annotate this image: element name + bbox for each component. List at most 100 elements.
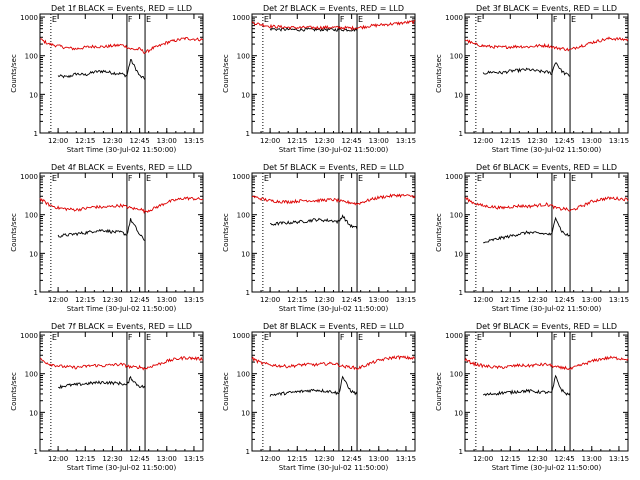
x-tick-label: 12:00 xyxy=(48,296,68,304)
plot-frame xyxy=(464,13,629,134)
panel-det-3: Det 3f BLACK = Events, RED = LLD 1 10 100 10… xyxy=(435,4,629,154)
x-tick-label: 13:00 xyxy=(582,137,602,145)
x-axis-title: Start Time (30-Jul-02 11:50:00) xyxy=(492,305,602,313)
x-tick-label: 12:45 xyxy=(342,137,362,145)
x-tick-label: 12:00 xyxy=(48,455,68,463)
x-tick-label: 13:15 xyxy=(609,296,629,304)
x-tick-label: 12:45 xyxy=(342,455,362,463)
series-line-events xyxy=(57,218,146,241)
y-tick-label: 1000 xyxy=(232,14,250,22)
x-axis-title: Start Time (30-Jul-02 11:50:00) xyxy=(492,464,602,472)
interval-marker-label: F xyxy=(553,333,558,342)
x-tick-label: 12:15 xyxy=(500,137,520,145)
series-line-lld xyxy=(464,36,629,52)
interval-marker-label: F xyxy=(553,15,558,24)
y-tick-label: 1 xyxy=(459,130,463,138)
y-tick-label: 100 xyxy=(450,371,463,379)
x-tick-label: 12:30 xyxy=(102,296,122,304)
x-tick-label: 12:45 xyxy=(342,296,362,304)
x-tick-label: 12:30 xyxy=(314,137,334,145)
x-tick-label: 13:15 xyxy=(609,137,629,145)
interval-marker-label: E xyxy=(571,15,576,24)
panel-title: Det 6f BLACK = Events, RED = LLD xyxy=(476,163,617,172)
y-tick-label: 1000 xyxy=(445,14,463,22)
series-line-events xyxy=(482,374,571,397)
panel-det-7: Det 7f BLACK = Events, RED = LLD 1 10 100 10… xyxy=(10,322,204,472)
x-tick-label: 13:00 xyxy=(369,137,389,145)
x-tick-label: 12:15 xyxy=(75,455,95,463)
y-tick-label: 1 xyxy=(34,448,38,456)
x-tick-label: 13:00 xyxy=(157,296,177,304)
x-tick-label: 12:00 xyxy=(260,455,280,463)
x-tick-label: 12:30 xyxy=(314,455,334,463)
y-tick-label: 100 xyxy=(25,53,38,61)
x-tick-label: 13:00 xyxy=(582,296,602,304)
x-tick-label: 12:15 xyxy=(500,296,520,304)
x-tick-label: 13:00 xyxy=(157,137,177,145)
x-tick-label: 13:15 xyxy=(184,296,204,304)
x-axis-title: Start Time (30-Jul-02 11:50:00) xyxy=(67,305,177,313)
y-tick-label: 1 xyxy=(459,448,463,456)
x-tick-label: 12:30 xyxy=(527,296,547,304)
x-tick-label: 12:15 xyxy=(500,455,520,463)
y-tick-label: 100 xyxy=(450,212,463,220)
y-tick-label: 1000 xyxy=(20,14,38,22)
y-tick-label: 10 xyxy=(241,250,250,258)
interval-marker-label: F xyxy=(128,333,133,342)
y-axis-title: Counts/sec xyxy=(435,372,443,411)
y-tick-label: 1 xyxy=(246,448,250,456)
y-tick-label: 100 xyxy=(237,371,250,379)
x-axis-title: Start Time (30-Jul-02 11:50:00) xyxy=(279,146,389,154)
plot-frame xyxy=(464,172,629,293)
panel-det-6: Det 6f BLACK = Events, RED = LLD 1 10 100 10… xyxy=(435,163,629,313)
y-tick-label: 100 xyxy=(237,212,250,220)
panel-title: Det 3f BLACK = Events, RED = LLD xyxy=(476,4,617,13)
series-line-events xyxy=(269,375,358,397)
interval-marker-label: F xyxy=(340,333,345,342)
x-tick-label: 13:15 xyxy=(396,296,416,304)
interval-marker-label: E xyxy=(358,15,363,24)
series-line-events xyxy=(483,216,571,244)
panel-title: Det 1f BLACK = Events, RED = LLD xyxy=(51,4,192,13)
y-tick-label: 10 xyxy=(29,250,38,258)
y-tick-label: 1000 xyxy=(232,332,250,340)
x-tick-label: 12:15 xyxy=(75,137,95,145)
panel-det-4: Det 4f BLACK = Events, RED = LLD 1 10 100 10… xyxy=(10,163,204,313)
x-tick-label: 12:00 xyxy=(473,455,493,463)
plot-frame xyxy=(251,172,416,293)
y-tick-label: 100 xyxy=(25,371,38,379)
y-tick-label: 1000 xyxy=(445,332,463,340)
interval-marker-label: E xyxy=(52,15,57,24)
panel-title: Det 5f BLACK = Events, RED = LLD xyxy=(263,163,404,172)
panel-title: Det 8f BLACK = Events, RED = LLD xyxy=(263,322,404,331)
plot-frame xyxy=(39,172,204,293)
x-tick-label: 13:15 xyxy=(396,137,416,145)
plot-frame xyxy=(39,331,204,452)
x-tick-label: 13:00 xyxy=(369,296,389,304)
x-tick-label: 12:45 xyxy=(555,296,575,304)
x-tick-label: 13:15 xyxy=(609,455,629,463)
y-tick-label: 100 xyxy=(25,212,38,220)
y-axis-title: Counts/sec xyxy=(10,372,18,411)
x-tick-label: 12:45 xyxy=(555,455,575,463)
y-tick-label: 10 xyxy=(454,409,463,417)
series-line-lld xyxy=(251,19,416,31)
interval-marker-label: F xyxy=(340,174,345,183)
series-line-lld xyxy=(39,37,204,55)
interval-marker-label: E xyxy=(477,15,482,24)
interval-marker-label: E xyxy=(264,174,269,183)
panel-title: Det 4f BLACK = Events, RED = LLD xyxy=(51,163,192,172)
y-tick-label: 10 xyxy=(241,409,250,417)
series-line-lld xyxy=(251,355,416,371)
x-tick-label: 12:00 xyxy=(48,137,68,145)
y-tick-label: 10 xyxy=(241,91,250,99)
interval-marker-label: E xyxy=(571,333,576,342)
series-line-lld xyxy=(39,355,204,371)
y-axis-title: Counts/sec xyxy=(222,54,230,93)
panel-title: Det 2f BLACK = Events, RED = LLD xyxy=(263,4,404,13)
x-axis-title: Start Time (30-Jul-02 11:50:00) xyxy=(279,464,389,472)
x-tick-label: 12:30 xyxy=(527,137,547,145)
plot-frame xyxy=(251,13,416,134)
y-tick-label: 10 xyxy=(454,91,463,99)
